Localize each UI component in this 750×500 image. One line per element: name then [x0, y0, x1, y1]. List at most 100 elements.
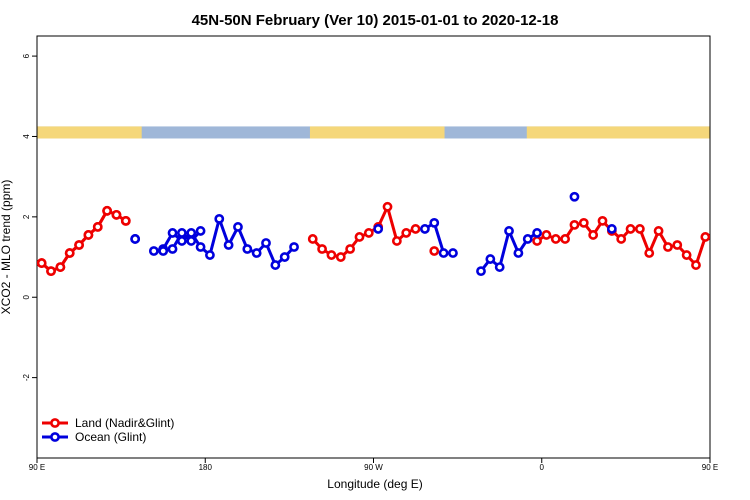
legend: Land (Nadir&Glint)Ocean (Glint) [42, 416, 174, 444]
y-tick-label: 2 [22, 214, 31, 219]
data-point [532, 228, 542, 238]
data-point [64, 248, 75, 258]
data-point [120, 215, 131, 226]
data-point [588, 230, 599, 240]
data-point [532, 236, 542, 246]
data-point [242, 244, 253, 254]
data-point [186, 236, 197, 246]
data-point [186, 228, 197, 238]
data-point [625, 224, 636, 234]
data-point [476, 266, 486, 277]
legend-label: Ocean (Glint) [75, 430, 146, 444]
data-point [485, 254, 496, 264]
land-band-2 [526, 126, 710, 139]
plot-frame [36, 35, 711, 459]
data-point [251, 248, 262, 258]
land-band-1 [309, 126, 445, 139]
data-point [560, 234, 571, 244]
data-point [83, 230, 94, 240]
data-point [382, 201, 393, 212]
data-point [214, 213, 225, 224]
land-band-0 [37, 126, 142, 139]
data-point [429, 217, 440, 228]
data-point [550, 234, 561, 244]
data-point [167, 228, 178, 238]
data-point [700, 232, 710, 242]
data-point [681, 250, 692, 260]
data-point [663, 242, 673, 252]
land-ocean-strip [37, 126, 710, 139]
data-point [92, 222, 103, 232]
series-line [153, 213, 296, 268]
data-point [158, 246, 169, 256]
data-point [494, 262, 505, 272]
data-point [46, 266, 56, 277]
chart-title: 45N-50N February (Ver 10) 2015-01-01 to … [192, 12, 559, 29]
legend-marker [50, 418, 60, 428]
data-point [261, 238, 271, 248]
data-point [401, 228, 412, 238]
data-point [74, 240, 84, 250]
legend-marker [50, 432, 60, 442]
data-point [148, 246, 159, 256]
data-point [448, 248, 458, 258]
series-0 [37, 201, 710, 277]
data-point [176, 236, 187, 246]
data-point [317, 244, 327, 254]
data-point [410, 224, 421, 234]
data-point [616, 234, 627, 244]
y-tick-label: 6 [22, 53, 31, 58]
data-point [504, 226, 514, 236]
data-point [111, 209, 122, 220]
y-axis-label: XCO2 - MLO trend (ppm) [0, 180, 13, 315]
data-point [429, 246, 440, 256]
data-point [223, 240, 234, 250]
data-point [606, 224, 617, 234]
x-tick-label: 90 E [29, 463, 45, 472]
data-point [569, 191, 580, 202]
x-axis: 90 E 180 90 W 0 90 E [29, 458, 718, 472]
data-point [102, 205, 113, 216]
data-point [326, 250, 337, 260]
x-tick-label: 0 [540, 463, 545, 472]
data-point [289, 242, 299, 252]
data-point [195, 242, 206, 252]
x-tick-label: 180 [199, 463, 213, 472]
data-point [578, 217, 589, 228]
data-point [597, 215, 608, 226]
y-tick-label: 0 [22, 294, 31, 299]
series-1 [130, 191, 617, 277]
data-point [270, 260, 281, 270]
x-tick-label: 90 W [364, 463, 383, 472]
data-point [167, 244, 178, 254]
data-point [513, 248, 524, 258]
data-point [691, 260, 701, 270]
y-axis: -2 0 2 4 6 [22, 53, 37, 381]
data-point [279, 252, 290, 262]
series-layer [37, 191, 710, 277]
data-point [205, 250, 215, 260]
y-tick-label: -2 [22, 374, 31, 382]
data-point [672, 240, 683, 250]
data-point [176, 228, 187, 238]
data-point [195, 226, 206, 236]
x-tick-label: 90 E [702, 463, 718, 472]
x-axis-label: Longitude (deg E) [327, 477, 422, 491]
data-point [420, 224, 430, 234]
data-point [541, 230, 552, 240]
data-point [373, 224, 384, 234]
data-point [335, 252, 346, 262]
data-point [307, 234, 318, 244]
data-point [233, 222, 243, 232]
data-point [130, 234, 141, 244]
data-point [391, 236, 402, 246]
data-point [363, 228, 374, 238]
series-line [40, 208, 127, 273]
data-point [438, 248, 449, 258]
data-point [345, 244, 356, 254]
data-point [37, 258, 47, 268]
data-point [644, 248, 655, 258]
data-point [653, 226, 664, 236]
y-tick-label: 4 [22, 134, 31, 139]
